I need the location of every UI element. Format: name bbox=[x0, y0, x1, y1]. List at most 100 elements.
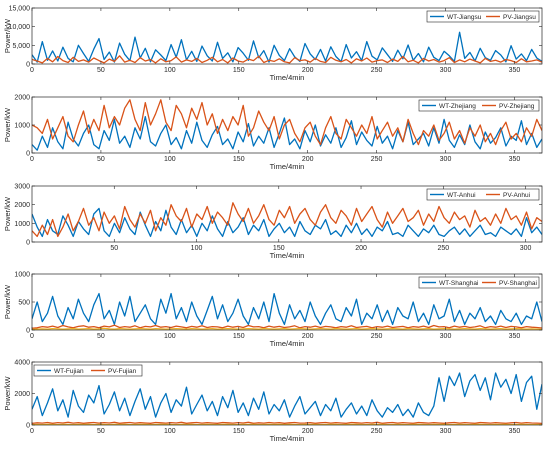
x-tick-label: 300 bbox=[440, 333, 452, 340]
series-line-wt-anhui bbox=[32, 207, 542, 238]
legend: WT-Jiangsu PV-Jiangsu bbox=[426, 10, 540, 23]
series-line-wt-zhejiang bbox=[32, 115, 542, 151]
x-tick-label: 250 bbox=[371, 67, 383, 74]
x-tick-label: 50 bbox=[97, 156, 105, 163]
x-tick-label: 250 bbox=[371, 333, 383, 340]
series-group bbox=[32, 31, 542, 64]
legend: WT-Zhejiang PV-Zhejiang bbox=[418, 99, 540, 112]
legend-entry: PV-Zhejiang bbox=[499, 103, 535, 110]
y-tick-label: 2000 bbox=[14, 391, 30, 398]
x-tick-label: 250 bbox=[437, 245, 449, 252]
legend-entry: PV-Fujian bbox=[108, 368, 137, 375]
x-tick-label: 200 bbox=[302, 156, 314, 163]
y-tick-label: 15,000 bbox=[9, 6, 31, 13]
x-tick-label: 300 bbox=[520, 245, 532, 252]
legend-entry: WT-Jiangsu bbox=[447, 14, 482, 21]
x-tick-label: 350 bbox=[509, 428, 521, 435]
series-group bbox=[32, 372, 542, 425]
y-tick-label: 0 bbox=[26, 240, 30, 247]
panel-3: 50 100 150 200 250 3000100020003000Time/4minP… bbox=[3, 184, 543, 260]
panel-5: 0 50 100 150 200 250 300 350 0 2000 4000 Time/4min P… bbox=[3, 360, 543, 443]
legend-entry: WT-Shanghai bbox=[439, 280, 478, 287]
x-tick-label: 300 bbox=[440, 156, 452, 163]
x-tick-label: 250 bbox=[371, 428, 383, 435]
legend-box bbox=[418, 276, 540, 289]
plot-frame bbox=[31, 185, 543, 243]
series-group bbox=[32, 99, 542, 151]
series-group bbox=[32, 292, 542, 330]
y-tick-label: 500 bbox=[18, 300, 30, 307]
series-line-wt-jiangsu bbox=[32, 31, 542, 63]
y-tick-label: 2000 bbox=[14, 202, 30, 209]
x-tick-label: 0 bbox=[30, 333, 34, 340]
panel-4: 0 50 100 150 200 250 300 350 0 500 1000 Time/4min Po… bbox=[3, 272, 543, 348]
y-tick-label: 5,000 bbox=[12, 43, 30, 50]
legend: WT-Fujian PV-Fujian bbox=[33, 364, 143, 377]
legend-entry: WT-Anhui bbox=[447, 192, 476, 199]
y-tick-label: 10,000 bbox=[9, 24, 31, 31]
x-tick-label: 200 bbox=[302, 333, 314, 340]
plot-frame bbox=[31, 7, 543, 65]
y-axis-label: Power/kW bbox=[3, 196, 12, 231]
y-axis-label: Power/kW bbox=[3, 18, 12, 53]
x-tick-label: 50 bbox=[110, 245, 118, 252]
x-tick-label: 200 bbox=[355, 245, 367, 252]
panel-2: 0 50 100 150 200 250 300 350 0 1000 2000 Time/4min P… bbox=[3, 95, 543, 171]
x-axis-label: Time/4min bbox=[270, 162, 305, 171]
y-axis-label: Power/kW bbox=[3, 284, 12, 319]
x-tick-label: 50 bbox=[97, 428, 105, 435]
legend-box bbox=[33, 364, 143, 377]
x-tick-label: 0 bbox=[30, 67, 34, 74]
legend-box bbox=[418, 99, 540, 112]
legend: WT-Shanghai PV-Shanghai bbox=[418, 276, 540, 289]
x-tick-label: 100 bbox=[191, 245, 203, 252]
x-tick-label: 50 bbox=[97, 333, 105, 340]
y-tick-label: 1000 bbox=[14, 221, 30, 228]
x-tick-label: 350 bbox=[509, 67, 521, 74]
series-line-pv-shanghai bbox=[32, 324, 542, 329]
x-tick-label: 100 bbox=[164, 67, 176, 74]
x-tick-label: 0 bbox=[30, 156, 34, 163]
series-group bbox=[32, 202, 542, 238]
y-tick-label: 0 bbox=[26, 62, 30, 69]
y-tick-label: 2000 bbox=[14, 95, 30, 102]
legend-box bbox=[426, 10, 540, 23]
x-tick-label: 300 bbox=[440, 428, 452, 435]
x-tick-label: 100 bbox=[164, 428, 176, 435]
x-tick-label: 50 bbox=[97, 67, 105, 74]
x-tick-label: 150 bbox=[273, 245, 285, 252]
y-axis-label: Power/kW bbox=[3, 107, 12, 142]
x-tick-label: 350 bbox=[509, 156, 521, 163]
series-line-pv-fujian bbox=[32, 421, 542, 425]
y-tick-label: 0 bbox=[26, 328, 30, 335]
y-tick-label: 0 bbox=[26, 151, 30, 158]
y-tick-label: 0 bbox=[26, 423, 30, 430]
x-axis-label: Time/4min bbox=[270, 251, 305, 260]
series-line-pv-zhejiang bbox=[32, 99, 542, 146]
x-tick-label: 100 bbox=[164, 333, 176, 340]
series-line-aux-2 bbox=[32, 327, 542, 330]
legend-entry: WT-Fujian bbox=[54, 368, 84, 375]
y-axis-label: Power/kW bbox=[3, 375, 12, 410]
series-line-pv-jiangsu bbox=[32, 55, 542, 64]
legend-entry: PV-Anhui bbox=[503, 192, 530, 199]
x-tick-label: 150 bbox=[233, 67, 245, 74]
x-tick-label: 150 bbox=[233, 156, 245, 163]
series-line-wt-shanghai bbox=[32, 292, 542, 326]
y-tick-label: 1000 bbox=[14, 272, 30, 279]
x-axis-label: Time/4min bbox=[270, 73, 305, 82]
x-tick-label: 200 bbox=[302, 67, 314, 74]
series-line-pv-anhui bbox=[32, 202, 542, 238]
y-tick-label: 3000 bbox=[14, 184, 30, 191]
y-tick-label: 4000 bbox=[14, 360, 30, 367]
y-tick-label: 1000 bbox=[14, 123, 30, 130]
legend-box bbox=[426, 188, 540, 201]
series-line-wt-fujian bbox=[32, 372, 542, 418]
x-axis-label: Time/4min bbox=[270, 434, 305, 443]
x-tick-label: 150 bbox=[233, 333, 245, 340]
x-tick-label: 200 bbox=[302, 428, 314, 435]
legend-entry: PV-Shanghai bbox=[499, 280, 537, 287]
x-tick-label: 300 bbox=[440, 67, 452, 74]
x-tick-label: 250 bbox=[371, 156, 383, 163]
